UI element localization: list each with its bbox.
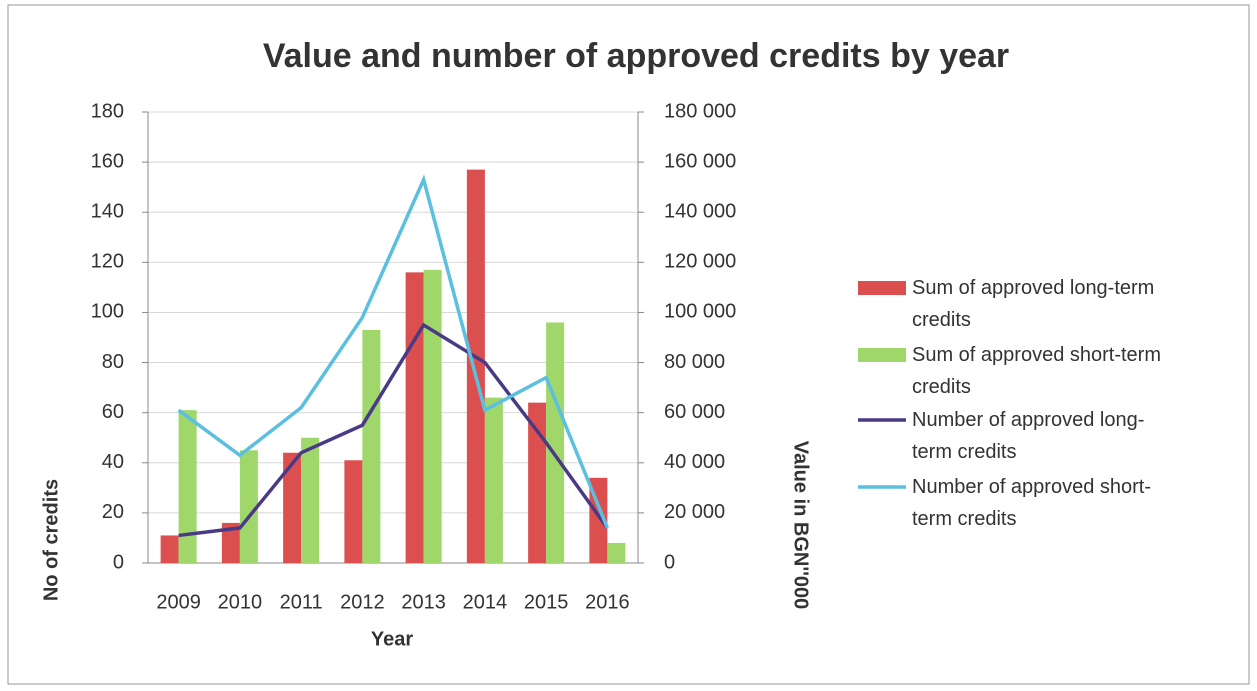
y2-axis-title: Value in BGN''000 <box>790 441 812 609</box>
bar <box>362 329 381 563</box>
y2-tick-label: 20 000 <box>664 501 725 523</box>
y-tick-label: 0 <box>113 551 124 573</box>
bar <box>344 460 363 563</box>
frame <box>7 4 1250 685</box>
y-axis-title: No of credits <box>40 479 62 601</box>
x-tick-label: 2012 <box>340 591 385 613</box>
y-tick-label: 160 <box>91 150 124 172</box>
bar <box>405 272 424 563</box>
bar <box>221 522 240 563</box>
x-tick-label: 2013 <box>401 591 446 613</box>
y-tick-label: 20 <box>102 501 124 523</box>
bar <box>423 269 442 563</box>
y-tick-label: 120 <box>91 251 124 273</box>
y-tick-label: 60 <box>102 401 124 423</box>
bar <box>301 437 320 563</box>
bar <box>484 397 503 563</box>
y2-tick-label: 60 000 <box>664 401 725 423</box>
y2-tick-label: 40 000 <box>664 451 725 473</box>
x-tick-label: 2015 <box>524 591 569 613</box>
y2-tick-label: 0 <box>664 551 675 573</box>
y-tick-label: 40 <box>102 451 124 473</box>
y2-tick-label: 160 000 <box>664 150 736 172</box>
bar <box>178 410 197 563</box>
x-tick-label: 2009 <box>156 591 201 613</box>
x-tick-label: 2014 <box>463 591 508 613</box>
bar <box>239 450 258 563</box>
y2-tick-label: 80 000 <box>664 351 725 373</box>
bar <box>283 452 302 563</box>
legend-label: Sum of approved short-term credits <box>912 344 1161 398</box>
legend-swatch <box>858 281 906 295</box>
x-tick-label: 2010 <box>218 591 263 613</box>
y2-tick-label: 120 000 <box>664 251 736 273</box>
bar <box>160 535 179 563</box>
y-tick-label: 80 <box>102 351 124 373</box>
y2-tick-label: 140 000 <box>664 201 736 223</box>
bar <box>528 402 547 563</box>
y-tick-label: 100 <box>91 301 124 323</box>
bar <box>607 542 626 563</box>
line <box>177 174 609 529</box>
x-tick-label: 2011 <box>280 591 323 613</box>
x-tick-label: 2016 <box>585 591 630 613</box>
y2-tick-label: 100 000 <box>664 301 736 323</box>
legend-label: Number of approved short-term credits <box>912 476 1152 530</box>
legend-label: Sum of approved long-term credits <box>912 277 1155 331</box>
chart-title: Value and number of approved credits by … <box>263 37 1009 75</box>
bar <box>466 169 485 563</box>
y2-tick-label: 180 000 <box>664 100 736 122</box>
y-tick-label: 180 <box>91 100 124 122</box>
legend-label: Number of approved long-term credits <box>912 409 1145 463</box>
legend-swatch <box>858 348 906 362</box>
bar <box>546 322 565 563</box>
x-axis-title: Year <box>371 628 413 650</box>
line <box>178 322 609 538</box>
y-tick-label: 140 <box>91 201 124 223</box>
